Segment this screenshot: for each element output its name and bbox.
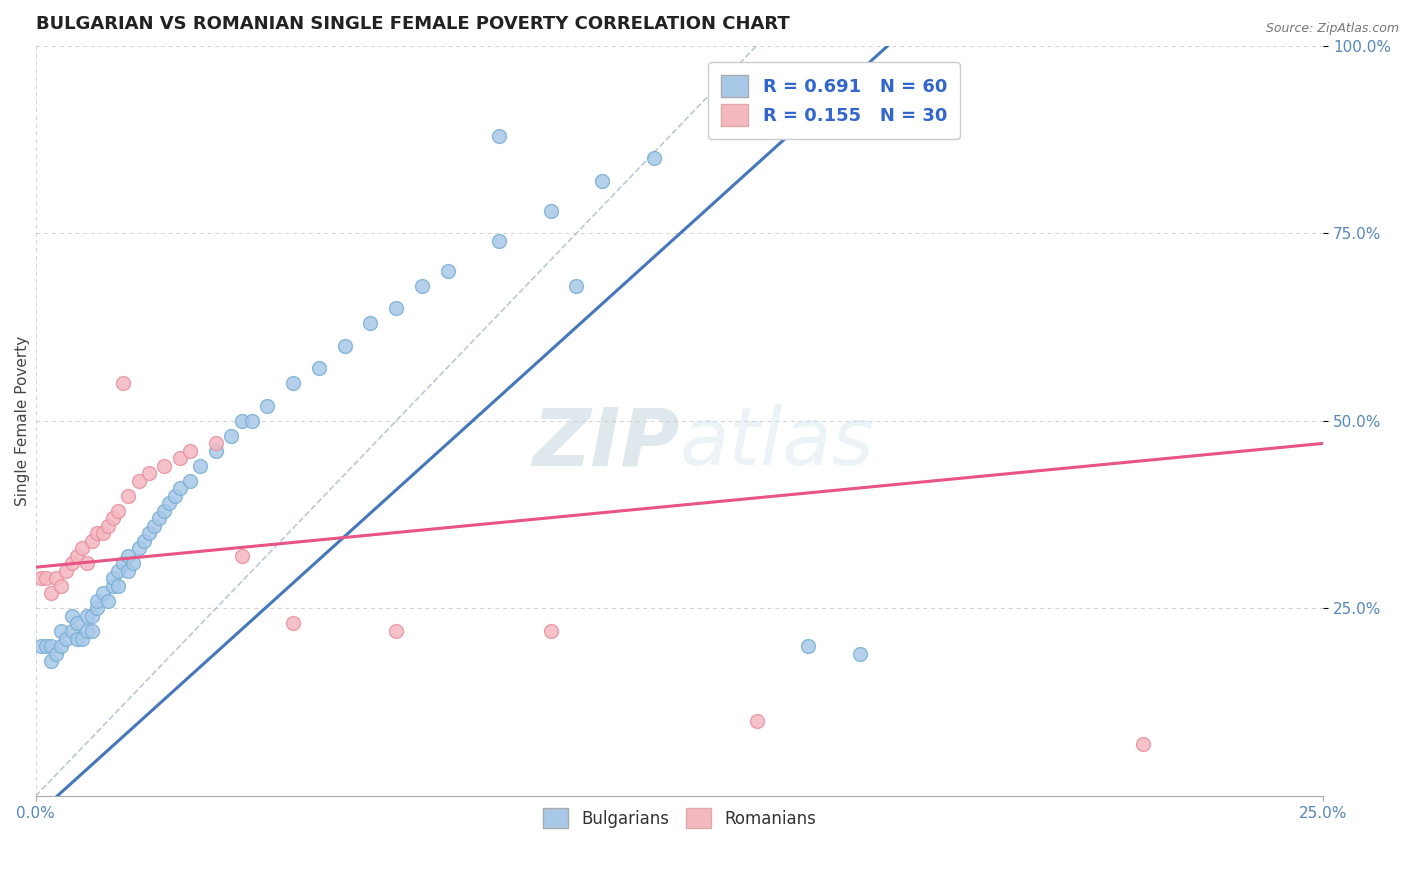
Point bbox=[281, 376, 304, 391]
Point bbox=[60, 609, 83, 624]
Point bbox=[153, 504, 176, 518]
Point bbox=[122, 557, 145, 571]
Point bbox=[101, 572, 124, 586]
Point bbox=[30, 639, 52, 653]
Point bbox=[132, 533, 155, 548]
Text: ZIP: ZIP bbox=[531, 404, 679, 483]
Text: BULGARIAN VS ROMANIAN SINGLE FEMALE POVERTY CORRELATION CHART: BULGARIAN VS ROMANIAN SINGLE FEMALE POVE… bbox=[35, 15, 789, 33]
Text: Source: ZipAtlas.com: Source: ZipAtlas.com bbox=[1265, 22, 1399, 36]
Point bbox=[39, 586, 62, 600]
Point bbox=[591, 174, 613, 188]
Point bbox=[411, 278, 433, 293]
Point bbox=[60, 557, 83, 571]
Point bbox=[112, 376, 135, 391]
Point bbox=[39, 639, 62, 653]
Point bbox=[169, 451, 191, 466]
Point bbox=[51, 624, 73, 638]
Point bbox=[359, 316, 381, 330]
Point bbox=[643, 151, 665, 165]
Point bbox=[205, 436, 228, 450]
Y-axis label: Single Female Poverty: Single Female Poverty bbox=[15, 335, 30, 506]
Point bbox=[101, 579, 124, 593]
Point bbox=[76, 624, 98, 638]
Point bbox=[86, 601, 108, 615]
Point bbox=[1132, 737, 1154, 751]
Point bbox=[488, 128, 510, 143]
Point bbox=[128, 474, 150, 488]
Point bbox=[143, 519, 166, 533]
Point bbox=[256, 399, 278, 413]
Text: atlas: atlas bbox=[679, 404, 875, 483]
Point bbox=[436, 264, 458, 278]
Point bbox=[205, 443, 228, 458]
Point bbox=[97, 594, 120, 608]
Point bbox=[281, 616, 304, 631]
Point bbox=[35, 639, 58, 653]
Point bbox=[540, 203, 562, 218]
Point bbox=[76, 609, 98, 624]
Point bbox=[163, 489, 186, 503]
Point bbox=[159, 496, 181, 510]
Point bbox=[107, 564, 129, 578]
Legend: Bulgarians, Romanians: Bulgarians, Romanians bbox=[534, 799, 824, 837]
Point bbox=[60, 624, 83, 638]
Point bbox=[179, 443, 201, 458]
Point bbox=[117, 564, 139, 578]
Point bbox=[385, 301, 408, 316]
Point bbox=[45, 647, 67, 661]
Point bbox=[138, 526, 160, 541]
Point bbox=[86, 526, 108, 541]
Point bbox=[107, 504, 129, 518]
Point bbox=[117, 549, 139, 563]
Point bbox=[169, 482, 191, 496]
Point bbox=[70, 541, 93, 556]
Point bbox=[35, 572, 58, 586]
Point bbox=[138, 467, 160, 481]
Point bbox=[55, 632, 77, 646]
Point bbox=[86, 594, 108, 608]
Point bbox=[112, 557, 135, 571]
Point bbox=[797, 639, 820, 653]
Point bbox=[540, 624, 562, 638]
Point bbox=[91, 586, 114, 600]
Point bbox=[51, 639, 73, 653]
Point bbox=[190, 458, 212, 473]
Point bbox=[117, 489, 139, 503]
Point bbox=[97, 519, 120, 533]
Point bbox=[82, 609, 104, 624]
Point bbox=[39, 654, 62, 668]
Point bbox=[91, 526, 114, 541]
Point bbox=[101, 511, 124, 525]
Point bbox=[82, 533, 104, 548]
Point bbox=[76, 557, 98, 571]
Point bbox=[179, 474, 201, 488]
Point bbox=[385, 624, 408, 638]
Point bbox=[153, 458, 176, 473]
Point bbox=[745, 714, 768, 728]
Point bbox=[66, 632, 89, 646]
Point bbox=[488, 234, 510, 248]
Point bbox=[333, 339, 356, 353]
Point bbox=[231, 549, 253, 563]
Point bbox=[128, 541, 150, 556]
Point bbox=[30, 572, 52, 586]
Point bbox=[66, 549, 89, 563]
Point bbox=[55, 564, 77, 578]
Point bbox=[70, 632, 93, 646]
Point bbox=[231, 414, 253, 428]
Point bbox=[82, 624, 104, 638]
Point bbox=[51, 579, 73, 593]
Point bbox=[221, 429, 243, 443]
Point bbox=[848, 647, 870, 661]
Point bbox=[45, 572, 67, 586]
Point bbox=[565, 278, 588, 293]
Point bbox=[308, 361, 330, 376]
Point bbox=[107, 579, 129, 593]
Point bbox=[66, 616, 89, 631]
Point bbox=[240, 414, 263, 428]
Point bbox=[148, 511, 170, 525]
